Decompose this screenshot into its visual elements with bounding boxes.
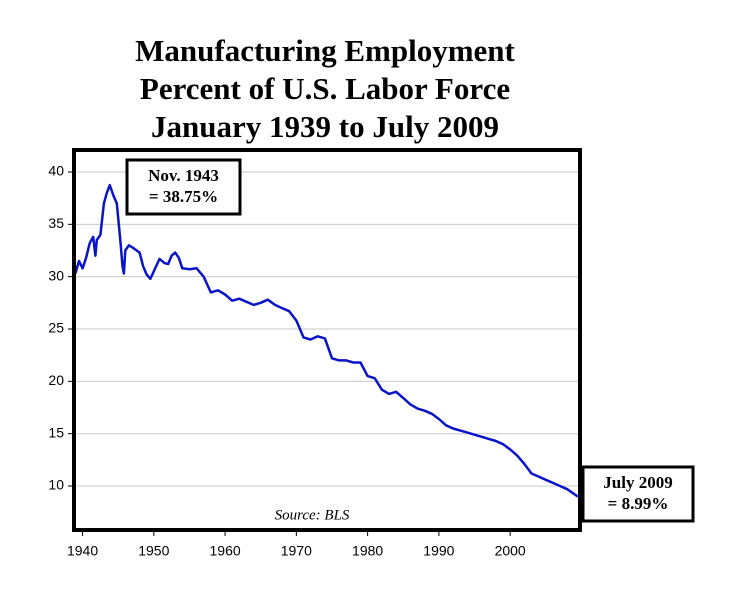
y-tick-label: 40: [48, 163, 64, 179]
annotation-text: = 38.75%: [149, 187, 218, 206]
annotation-text: Nov. 1943: [148, 166, 219, 185]
y-tick-label: 15: [48, 424, 64, 440]
x-tick-label: 1990: [423, 543, 454, 559]
data-line: [74, 183, 579, 498]
chart-title: Manufacturing Employment: [135, 33, 515, 68]
x-tick-label: 2000: [495, 543, 526, 559]
y-tick-label: 10: [48, 477, 64, 493]
annotation-text: July 2009: [603, 473, 672, 492]
annotation-box: [125, 158, 242, 216]
x-tick-label: 1940: [67, 543, 98, 559]
y-tick-label: 20: [48, 372, 64, 388]
x-tick-label: 1950: [138, 543, 169, 559]
x-tick-label: 1980: [352, 543, 383, 559]
annotation-box: [581, 465, 695, 523]
y-tick-label: 25: [48, 320, 64, 336]
chart-title: Percent of U.S. Labor Force: [140, 71, 510, 106]
x-tick-label: 1960: [210, 543, 241, 559]
x-tick-label: 1970: [281, 543, 312, 559]
y-tick-label: 35: [48, 215, 64, 231]
plot-frame: [72, 148, 582, 532]
chart-title: January 1939 to July 2009: [151, 109, 499, 144]
y-tick-label: 30: [48, 267, 64, 283]
source-note: Source: BLS: [275, 507, 350, 523]
annotation-text: = 8.99%: [608, 494, 669, 513]
